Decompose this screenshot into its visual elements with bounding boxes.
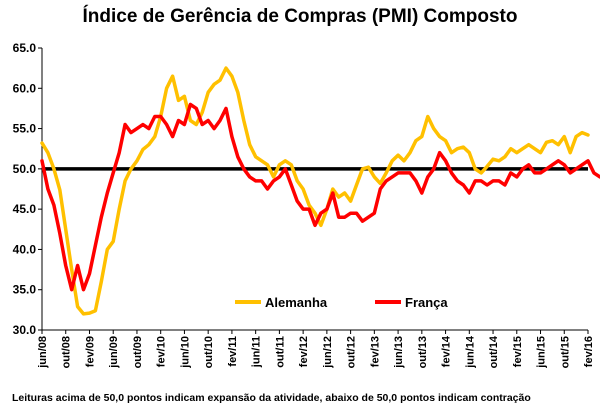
y-axis: 30.0 35.0 40.0 45.0 50.0 55.0 60.0 65.0 bbox=[13, 41, 43, 337]
x-tick-label: jun/11 bbox=[251, 336, 263, 368]
x-tick-label: fev/15 bbox=[512, 336, 524, 367]
y-tick-label: 30.0 bbox=[13, 323, 37, 337]
x-tick-label: out/11 bbox=[274, 336, 286, 368]
x-tick-label: out/10 bbox=[203, 336, 215, 368]
x-tick-label: out/14 bbox=[488, 335, 500, 368]
y-tick-label: 35.0 bbox=[13, 283, 37, 297]
y-tick-label: 40.0 bbox=[13, 242, 37, 256]
chart-title: Índice de Gerência de Compras (PMI) Comp… bbox=[82, 6, 518, 27]
series-layer bbox=[40, 66, 600, 316]
y-tick-label: 65.0 bbox=[13, 41, 37, 55]
legend: Alemanha França bbox=[235, 295, 448, 310]
x-tick-label: jun/15 bbox=[536, 336, 548, 369]
legend-label-alemanha: Alemanha bbox=[265, 295, 328, 310]
x-tick-label: out/15 bbox=[559, 336, 571, 368]
y-tick-label: 60.0 bbox=[13, 81, 37, 95]
x-tick-label: jun/08 bbox=[37, 336, 49, 369]
y-tick-label: 55.0 bbox=[13, 122, 37, 136]
series-line-franca bbox=[40, 102, 600, 292]
series-line-alemanha bbox=[40, 66, 590, 316]
x-tick-label: fev/11 bbox=[227, 336, 239, 367]
x-tick-label: jun/12 bbox=[322, 336, 334, 369]
legend-label-franca: França bbox=[405, 295, 448, 310]
y-tick-label: 45.0 bbox=[13, 202, 37, 216]
x-tick-label: fev/09 bbox=[84, 336, 96, 367]
x-tick-label: jun/14 bbox=[464, 335, 476, 369]
x-tick-label: jun/09 bbox=[108, 336, 120, 369]
x-tick-label: out/09 bbox=[132, 336, 144, 368]
x-tick-label: jun/10 bbox=[179, 336, 191, 369]
x-tick-label: out/08 bbox=[61, 336, 73, 368]
x-tick-label: fev/13 bbox=[369, 336, 381, 367]
x-tick-label: fev/14 bbox=[441, 335, 453, 367]
x-tick-label: fev/12 bbox=[298, 336, 310, 367]
x-tick-label: out/13 bbox=[417, 336, 429, 368]
x-axis: jun/08 out/08 fev/09 jun/09 out/09 fev/10 jun/… bbox=[37, 329, 595, 369]
x-tick-label: fev/10 bbox=[156, 336, 168, 367]
x-tick-label: fev/16 bbox=[583, 336, 595, 367]
x-tick-label: out/12 bbox=[346, 336, 358, 368]
x-tick-label: jun/13 bbox=[393, 336, 405, 369]
y-tick-label: 50.0 bbox=[13, 162, 37, 176]
chart-footnote: Leituras acima de 50,0 pontos indicam ex… bbox=[12, 392, 531, 404]
